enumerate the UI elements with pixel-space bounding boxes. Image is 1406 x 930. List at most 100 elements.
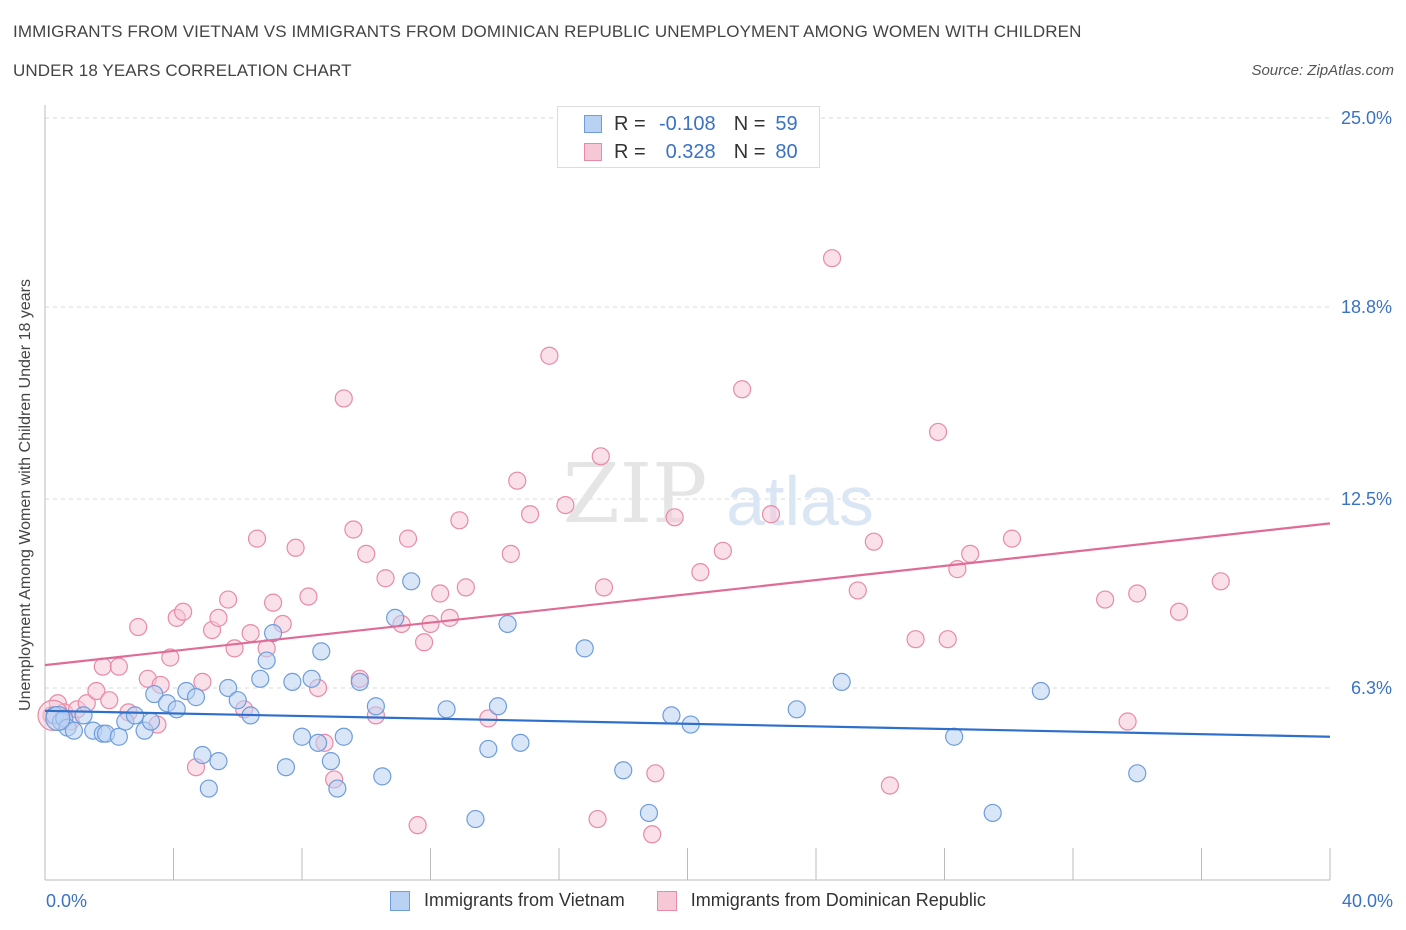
vietnam-point bbox=[125, 706, 145, 725]
vietnam-point bbox=[373, 767, 392, 786]
vietnam-point bbox=[787, 700, 806, 719]
y-tick-label: 25.0% bbox=[1341, 108, 1392, 128]
y-tick-labels: 6.3% 12.5% 18.8% 25.0% bbox=[1341, 108, 1392, 698]
vietnam-point bbox=[283, 672, 302, 691]
dominican-point bbox=[193, 672, 212, 691]
dominican-point bbox=[344, 520, 363, 539]
dominican-point bbox=[219, 590, 238, 609]
dominican-point bbox=[109, 657, 128, 676]
dominican-point bbox=[1169, 602, 1189, 621]
vietnam-point bbox=[983, 803, 1002, 823]
dominican-point bbox=[501, 544, 520, 563]
vietnam-point bbox=[141, 712, 161, 731]
dominican-point bbox=[588, 809, 607, 829]
vietnam-point bbox=[74, 706, 93, 725]
vietnam-point bbox=[662, 706, 681, 725]
dominican-point bbox=[864, 532, 883, 551]
dominican-point bbox=[440, 608, 459, 627]
vietnam-point bbox=[945, 727, 964, 746]
legend-swatch-vietnam bbox=[584, 115, 602, 133]
vietnam-point bbox=[402, 572, 421, 591]
dominican-point bbox=[848, 581, 867, 600]
series-legend-vietnam[interactable]: Immigrants from Vietnam bbox=[390, 890, 625, 911]
vietnam-point bbox=[575, 639, 594, 658]
vietnam-point bbox=[498, 614, 517, 634]
series-legend-dominican[interactable]: Immigrants from Dominican Republic bbox=[656, 890, 986, 911]
dominican-point bbox=[357, 544, 376, 563]
y-tick-label: 12.5% bbox=[1341, 489, 1392, 509]
dominican-point bbox=[456, 578, 475, 597]
dominican-point bbox=[225, 639, 244, 658]
vietnam-point bbox=[167, 700, 186, 719]
legend-r-label: R = bbox=[614, 140, 646, 163]
dominican-point bbox=[594, 578, 614, 597]
legend-n-label: N = bbox=[733, 140, 766, 163]
dominican-point bbox=[906, 630, 925, 649]
dominican-point bbox=[520, 505, 540, 524]
dominican-point bbox=[129, 617, 148, 637]
legend-n-label: N = bbox=[733, 112, 766, 135]
vietnam-point bbox=[276, 758, 296, 777]
dominican-point bbox=[733, 380, 752, 399]
vietnam-point bbox=[45, 705, 71, 732]
vietnam-point bbox=[228, 691, 247, 710]
y-axis-label: Unemployment Among Women with Children U… bbox=[17, 279, 34, 711]
dominican-point bbox=[928, 422, 948, 442]
dominican-point bbox=[643, 825, 662, 844]
dominican-point bbox=[241, 624, 260, 643]
vietnam-point bbox=[308, 733, 328, 752]
dominican-point bbox=[713, 541, 732, 560]
dominican-point bbox=[408, 816, 427, 835]
vietnam-point bbox=[479, 739, 498, 759]
dominican-point bbox=[286, 538, 305, 557]
axes bbox=[44, 105, 1331, 881]
vietnam-point bbox=[488, 697, 508, 716]
dominican-point bbox=[161, 648, 180, 667]
dominican-point bbox=[556, 495, 575, 515]
vietnam-point bbox=[257, 651, 276, 670]
dominican-point bbox=[938, 630, 957, 649]
vietnam-points bbox=[45, 572, 1147, 829]
vietnam-point bbox=[292, 727, 312, 746]
legend-row-dominican: R = 0.328 N = 80 bbox=[584, 139, 798, 165]
vietnam-point bbox=[186, 688, 206, 707]
vietnam-point bbox=[328, 779, 347, 798]
series-label-vietnam: Immigrants from Vietnam bbox=[424, 890, 625, 910]
dominican-point bbox=[1002, 529, 1022, 548]
dominican-point bbox=[263, 593, 283, 612]
dominican-point bbox=[376, 569, 395, 588]
x-tick-max: 40.0% bbox=[1341, 891, 1393, 911]
series-swatch-dominican bbox=[656, 890, 677, 911]
vietnam-point bbox=[350, 672, 369, 691]
vietnam-point bbox=[1031, 681, 1050, 701]
dominican-point bbox=[450, 511, 469, 530]
vietnam-point bbox=[193, 745, 212, 765]
vietnam-point bbox=[614, 761, 633, 780]
dominican-point bbox=[961, 544, 980, 563]
dominican-point bbox=[540, 346, 559, 365]
legend-n-value-dominican: 80 bbox=[775, 140, 798, 163]
vietnam-point bbox=[199, 779, 218, 798]
dominican-point bbox=[1128, 584, 1147, 603]
vietnam-point bbox=[386, 608, 405, 627]
chart-title-line-2: UNDER 18 YEARS CORRELATION CHART bbox=[13, 61, 352, 80]
vietnam-trend-line bbox=[44, 709, 1331, 738]
vietnam-point bbox=[263, 624, 283, 643]
dominican-point bbox=[299, 587, 318, 606]
source-label: Source: ZipAtlas.com bbox=[1251, 62, 1394, 79]
legend-r-value-vietnam: -0.108 bbox=[658, 112, 716, 135]
dominican-point bbox=[334, 389, 353, 408]
dominican-point bbox=[822, 249, 842, 268]
vietnam-point bbox=[64, 721, 84, 740]
watermark-atlas: atlas bbox=[726, 462, 874, 540]
legend-r-label: R = bbox=[614, 112, 646, 135]
legend-swatch-dominican bbox=[584, 143, 602, 161]
vietnam-point bbox=[109, 727, 128, 746]
legend-r-value-dominican: 0.328 bbox=[665, 140, 716, 163]
dominican-point bbox=[691, 563, 710, 582]
vietnam-point bbox=[321, 752, 341, 771]
series-label-dominican: Immigrants from Dominican Republic bbox=[690, 890, 986, 910]
series-swatch-vietnam bbox=[390, 890, 410, 911]
dominican-point bbox=[209, 608, 228, 627]
vietnam-point bbox=[639, 803, 659, 823]
